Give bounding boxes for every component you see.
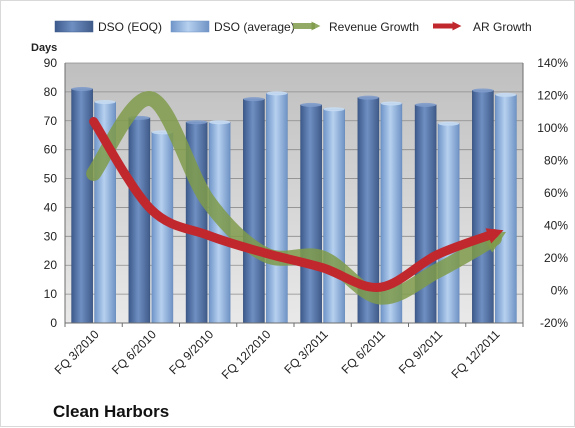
bar-cap xyxy=(415,102,437,107)
bar-dso-average xyxy=(266,93,288,324)
ar-growth-line xyxy=(89,117,504,292)
y-tick-label: 60 xyxy=(44,143,58,157)
bar-cap xyxy=(243,97,265,102)
x-tick-label: FQ 12/2010 xyxy=(219,327,274,382)
bar-dso-eoq xyxy=(300,104,322,324)
y-axis-title: Days xyxy=(31,42,57,54)
legend-label-ar-growth: AR Growth xyxy=(473,20,532,34)
x-tick-label: FQ 6/2011 xyxy=(339,327,389,377)
bar-cap xyxy=(357,95,379,100)
bar-dso-eoq xyxy=(472,90,494,324)
bar-cap xyxy=(71,87,93,91)
legend-label-dso-eoq: DSO (EOQ) xyxy=(98,20,162,34)
bar-cap xyxy=(300,102,322,107)
y-tick-label: 70 xyxy=(44,114,58,128)
bar-cap xyxy=(94,100,116,104)
y2-tick-label: 20% xyxy=(544,251,568,265)
y2-tick-label: 140% xyxy=(537,56,568,70)
y2-tick-label: 40% xyxy=(544,219,568,233)
bar-cap xyxy=(438,121,460,126)
y-tick-label: 20 xyxy=(44,258,58,272)
bar-cap xyxy=(323,107,345,112)
y-tick-label: 10 xyxy=(44,287,58,301)
legend-label-revenue-growth: Revenue Growth xyxy=(329,20,419,34)
x-tick-label: FQ 6/2010 xyxy=(109,327,159,377)
y-tick-label: 0 xyxy=(50,316,57,330)
bar-dso-eoq xyxy=(243,98,265,324)
bar-dso-average xyxy=(437,123,460,324)
legend-label-dso-average: DSO (average) xyxy=(214,20,295,34)
bar-cap xyxy=(495,92,517,97)
bar-dso-eoq xyxy=(71,88,93,324)
bar-dso-average xyxy=(323,108,345,324)
x-tick-label: FQ 9/2010 xyxy=(166,327,216,377)
y2-tick-label: 120% xyxy=(537,89,568,103)
y-tick-label: 80 xyxy=(44,85,58,99)
y2-tick-label: -20% xyxy=(540,316,568,330)
y2-tick-label: 100% xyxy=(537,121,568,135)
y2-tick-label: 0% xyxy=(551,284,569,298)
bar-dso-average xyxy=(151,132,174,324)
y-tick-label: 50 xyxy=(44,172,58,186)
y-tick-label: 90 xyxy=(44,56,58,70)
x-tick-label: FQ 3/2011 xyxy=(281,327,331,377)
bar-dso-eoq xyxy=(128,117,151,324)
bar-cap xyxy=(472,88,494,93)
y-tick-label: 30 xyxy=(44,229,58,243)
bar-cap xyxy=(380,101,402,106)
bar-cap xyxy=(186,120,208,125)
chart-title: Clean Harbors xyxy=(53,402,169,421)
x-tick-label: FQ 9/2011 xyxy=(396,327,446,377)
legend: DSO (EOQ) DSO (average) Revenue Growth A… xyxy=(54,20,532,34)
bar-dso-average xyxy=(495,94,517,324)
bar-cap xyxy=(266,91,288,96)
legend-swatch-dso-average xyxy=(170,20,210,33)
y2-tick-label: 80% xyxy=(544,154,568,168)
y-tick-label: 40 xyxy=(44,200,58,214)
x-tick-label: FQ 3/2010 xyxy=(52,327,102,377)
x-tick-label: FQ 12/2011 xyxy=(448,327,502,381)
legend-swatch-dso-eoq xyxy=(54,20,94,33)
y2-tick-label: 60% xyxy=(544,186,568,200)
bar-cap xyxy=(209,120,231,125)
growth-lines xyxy=(86,91,507,305)
